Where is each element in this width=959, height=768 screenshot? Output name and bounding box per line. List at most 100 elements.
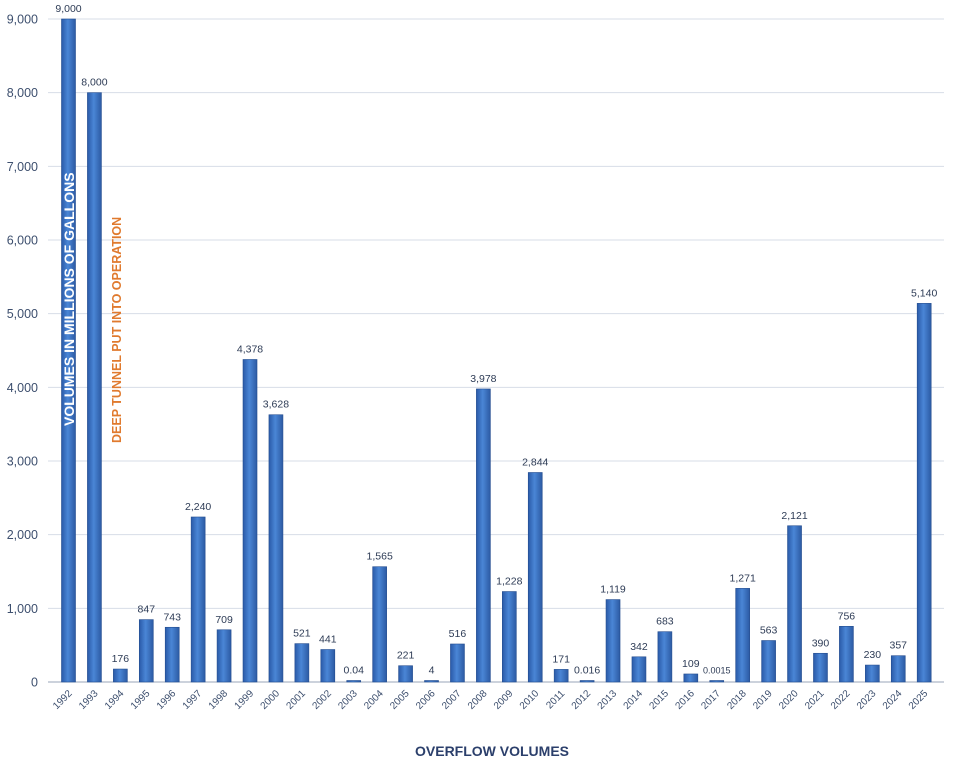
x-tick-label: 2019: [751, 688, 775, 712]
x-tick-label: 2007: [440, 688, 464, 712]
data-label: 516: [449, 628, 467, 640]
x-tick-label: 2000: [259, 688, 283, 712]
bar-2020: [787, 525, 802, 683]
data-label: 1,565: [367, 551, 393, 563]
data-label: 5,140: [911, 287, 937, 299]
x-tick-label: 2005: [388, 688, 412, 712]
x-tick-label: 2016: [673, 688, 697, 712]
data-label: 9,000: [55, 3, 81, 15]
bar-2004: [372, 566, 387, 683]
y-tick-label: 6,000: [7, 234, 38, 248]
bar-2005: [398, 665, 413, 683]
data-label: 221: [397, 650, 415, 662]
bar-1993: [87, 92, 102, 683]
bar-1997: [190, 516, 206, 683]
bar-1998: [216, 629, 232, 683]
data-label: 390: [812, 637, 830, 649]
bar-2010: [527, 472, 543, 683]
x-tick-label: 2025: [907, 688, 931, 712]
y-tick-label: 3,000: [7, 455, 38, 469]
data-label: 709: [215, 614, 233, 626]
data-label: 109: [682, 658, 700, 670]
bar-2024: [890, 655, 906, 683]
bar-2006: [424, 680, 439, 683]
data-label: 342: [630, 641, 648, 653]
x-tick-label: 2012: [570, 688, 594, 712]
x-tick-label: 2002: [310, 688, 334, 712]
x-tick-label: 2015: [648, 688, 672, 712]
x-tick-label: 1998: [207, 688, 231, 712]
data-label: 3,978: [470, 373, 496, 385]
bar-1994: [113, 668, 128, 683]
bar-2014: [631, 656, 647, 683]
data-labels: 9,000 8,000 176 847 743 2,240 709 4,378 3,628 521…: [55, 3, 937, 677]
bar-2013: [605, 599, 621, 683]
bar-2000: [268, 414, 284, 683]
x-tick-label: 2001: [284, 688, 308, 712]
data-label: 3,628: [263, 399, 289, 411]
deep-tunnel-annotation: DEEP TUNNEL PUT INTO OPERATION: [110, 217, 124, 443]
data-label: 1,228: [496, 576, 522, 588]
x-tick-label: 2013: [596, 688, 620, 712]
bar-2023: [865, 664, 880, 683]
data-label: 0.0015: [703, 666, 731, 676]
x-tick-label: 2004: [362, 688, 386, 712]
y-tick-label: 9,000: [7, 13, 38, 27]
y-tick-label: 5,000: [7, 307, 38, 321]
data-label: 756: [838, 610, 856, 622]
x-tick-label: 2003: [336, 688, 360, 712]
y-axis-label: VOLUMES IN MILLIONS OF GALLONS: [61, 172, 77, 426]
y-tick-label: 0: [31, 676, 38, 690]
data-label: 0.04: [344, 665, 365, 677]
x-tick-label: 2017: [699, 688, 723, 712]
data-label: 2,844: [522, 456, 548, 468]
x-tick-label: 2023: [855, 688, 879, 712]
bars: [61, 18, 932, 683]
data-label: 176: [112, 653, 130, 665]
bar-2018: [735, 588, 750, 683]
bar-2025: [916, 303, 932, 683]
data-label: 441: [319, 634, 337, 646]
data-label: 1,271: [730, 572, 756, 584]
data-label: 683: [656, 616, 674, 628]
x-tick-label: 2024: [881, 688, 905, 712]
bar-1995: [138, 619, 154, 683]
bar-2001: [294, 643, 310, 683]
x-tick-label: 2014: [622, 688, 646, 712]
bar-2003: [346, 680, 362, 683]
x-tick-label: 1999: [233, 688, 257, 712]
y-tick-label: 1,000: [7, 602, 38, 616]
x-tick-label: 2011: [544, 688, 567, 711]
bar-2009: [502, 591, 517, 683]
data-label: 0.016: [574, 665, 600, 677]
y-axis-ticks: 0 1,000 2,000 3,000 4,000 5,000 6,000 7,000 8,00…: [7, 13, 38, 690]
x-tick-label: 1996: [155, 688, 179, 712]
data-label: 2,121: [781, 510, 807, 522]
data-label: 847: [138, 604, 156, 616]
x-tick-label: 2022: [829, 688, 853, 712]
bar-2007: [450, 643, 465, 683]
x-tick-label: 1995: [129, 688, 153, 712]
data-label: 230: [864, 649, 882, 661]
x-tick-label: 2009: [492, 688, 516, 712]
bar-2011: [553, 669, 569, 683]
bar-2008: [476, 388, 491, 683]
y-tick-label: 8,000: [7, 86, 38, 100]
data-label: 521: [293, 628, 311, 640]
data-label: 743: [163, 611, 181, 623]
x-axis-ticks: 1992 1993 1994 1995 1996 1997 1998 1999 2000 2001…: [51, 688, 931, 712]
bar-2015: [657, 631, 673, 683]
bar-2012: [579, 680, 595, 683]
data-label: 1,119: [600, 584, 626, 596]
x-axis-label: OVERFLOW VOLUMES: [415, 743, 569, 759]
x-tick-label: 2021: [803, 688, 827, 712]
data-label: 8,000: [81, 77, 107, 89]
data-label: 2,240: [185, 501, 211, 513]
data-label: 357: [889, 640, 907, 652]
bar-2016: [683, 673, 699, 683]
bar-1996: [164, 626, 180, 683]
bar-2021: [813, 652, 828, 683]
x-tick-label: 1994: [103, 688, 127, 712]
x-tick-label: 1997: [181, 688, 205, 712]
y-tick-label: 2,000: [7, 528, 38, 542]
